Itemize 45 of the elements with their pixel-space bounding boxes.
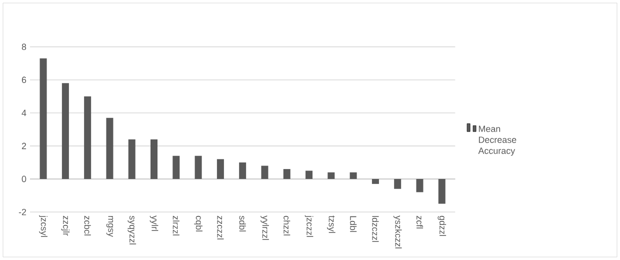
x-tick-label: syqyzzl	[128, 216, 136, 244]
x-tick-label: mgsy	[106, 216, 114, 237]
x-tick-label: tzsyl	[326, 216, 336, 233]
y-tick-label: 8	[22, 44, 26, 50]
bar	[394, 178, 402, 189]
bar	[172, 156, 180, 179]
bar	[261, 166, 268, 179]
bar	[438, 178, 446, 204]
x-tick-label: chzzl	[284, 216, 290, 236]
x-tick-label: jzcsyl	[39, 215, 48, 237]
bar	[372, 178, 379, 184]
bar	[306, 170, 313, 179]
x-tick-label: yylrzzl	[260, 216, 269, 240]
x-tick-label: zzcjlr	[61, 216, 70, 236]
x-tick-label: zcfl	[416, 216, 424, 228]
bar	[416, 178, 424, 192]
x-tick-label: yylrl	[150, 216, 158, 231]
bar	[62, 83, 69, 179]
x-tick-label: gdzzl	[438, 216, 446, 236]
bar	[328, 172, 335, 179]
bar	[84, 96, 92, 179]
bar	[40, 58, 47, 179]
x-tick-label: Ldbl	[350, 216, 357, 232]
x-tick-label: zzczzl	[217, 216, 224, 240]
bar	[194, 156, 202, 179]
bar	[150, 139, 158, 179]
x-tick-label: zlrzzl	[172, 216, 180, 236]
legend-label: Mean Decrease Accuracy	[478, 126, 516, 156]
bar	[106, 118, 114, 179]
x-tick-label: zcbcl	[84, 216, 91, 236]
x-tick-label: jzczzl	[304, 215, 314, 237]
x-tick-label: ldzczzl	[372, 216, 379, 242]
bar	[128, 139, 136, 179]
y-tick-label: -2	[18, 208, 26, 216]
x-tick-label: cqbl	[194, 216, 202, 232]
y-tick-label: 4	[22, 110, 26, 116]
x-tick-label: yszkczzl	[393, 216, 402, 248]
y-tick-label: 6	[22, 76, 26, 84]
y-tick-label: 0	[22, 176, 26, 182]
bar	[216, 159, 224, 179]
bar	[350, 172, 357, 179]
bar	[283, 169, 290, 179]
bar	[239, 162, 246, 179]
y-tick-label: 2	[22, 142, 26, 150]
x-tick-label: sdbl	[239, 216, 246, 232]
